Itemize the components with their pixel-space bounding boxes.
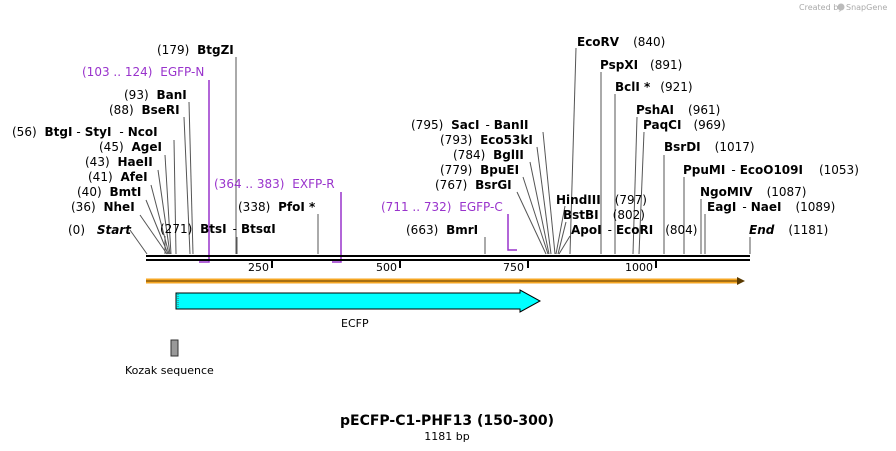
site-eco53ki[interactable]: (793) Eco53kI <box>440 133 533 147</box>
site-bglii[interactable]: (784) BglII <box>453 148 524 162</box>
site-eagi-naei[interactable]: EagI - NaeI (1089) <box>707 200 835 214</box>
site-bmri[interactable]: (663) BmrI <box>406 223 478 237</box>
primer-egfp-n-label[interactable]: (103 .. 124) EGFP-N <box>82 65 204 79</box>
site-afei[interactable]: (41) AfeI <box>88 170 148 184</box>
tick-label: 1000 <box>625 261 653 274</box>
tick-label: 750 <box>503 261 524 274</box>
kozak-feature-box[interactable] <box>170 339 179 357</box>
site-paqci[interactable]: PaqCI (969) <box>643 118 726 132</box>
site-agei[interactable]: (45) AgeI <box>99 140 162 154</box>
scale-ticks <box>271 260 657 268</box>
site-ppumi-ecoo109i[interactable]: PpuMI - EcoO109I (1053) <box>683 163 859 177</box>
site-bseri[interactable]: (88) BseRI <box>109 103 180 117</box>
site-haeii[interactable]: (43) HaeII <box>85 155 153 169</box>
map-title: pECFP-C1-PHF13 (150-300) <box>340 413 554 429</box>
site-saci-banii[interactable]: (795) SacI - BanII <box>411 118 529 132</box>
primer-markers <box>199 80 517 263</box>
sequence-strand-arrow <box>146 277 745 285</box>
site-btgzi[interactable]: (179) BtgZI <box>157 43 234 57</box>
site-bmti[interactable]: (40) BmtI <box>77 185 141 199</box>
site-btgi-styi-ncoi[interactable]: (56) BtgI - StyI - NcoI <box>12 125 158 139</box>
site-ecorv[interactable]: EcoRV (840) <box>577 35 665 49</box>
site-bcli[interactable]: BclI * (921) <box>615 80 693 94</box>
credit-brand: SnapGene <box>846 3 887 12</box>
tick-label: 500 <box>376 261 397 274</box>
site-ngomiv[interactable]: NgoMIV (1087) <box>700 185 806 199</box>
primer-exfp-r-label[interactable]: (364 .. 383) EXFP-R <box>214 177 335 191</box>
end-label: End (1181) <box>749 223 828 237</box>
site-connector-lines <box>129 47 751 255</box>
site-pshai[interactable]: PshAI (961) <box>636 103 720 117</box>
ecfp-feature-arrow[interactable] <box>175 289 542 313</box>
site-hindiii[interactable]: HindIII (797) <box>556 193 647 207</box>
site-pspxi[interactable]: PspXI (891) <box>600 58 682 72</box>
site-btsi-btsai[interactable]: (271) BtsI - BtsαI <box>160 222 276 236</box>
site-apoi-ecori[interactable]: ApoI - EcoRI (804) <box>571 223 697 237</box>
site-bani[interactable]: (93) BanI <box>124 88 187 102</box>
primer-egfp-c-label[interactable]: (711 .. 732) EGFP-C <box>381 200 503 214</box>
site-bpuei[interactable]: (779) BpuEI <box>440 163 519 177</box>
map-length: 1181 bp <box>424 430 469 443</box>
site-pfoi[interactable]: (338) PfoI * <box>238 200 316 214</box>
site-bstbi[interactable]: BstBI (802) <box>563 208 645 222</box>
kozak-feature-label: Kozak sequence <box>125 364 214 377</box>
credit-text: Created by <box>799 3 843 12</box>
site-bsrdi[interactable]: BsrDI (1017) <box>664 140 755 154</box>
ecfp-feature-label: ECFP <box>341 317 369 330</box>
tick-label: 250 <box>248 261 269 274</box>
backbone <box>146 255 750 261</box>
snapgene-logo-icon <box>837 3 845 11</box>
start-label: (0) Start <box>68 223 132 237</box>
primer-egfp-c-marker <box>507 214 517 251</box>
site-bsrgi[interactable]: (767) BsrGI <box>435 178 512 192</box>
site-nhei[interactable]: (36) NheI <box>71 200 135 214</box>
primer-egfp-n-marker <box>199 80 210 263</box>
primer-exfp-r-marker <box>332 192 342 263</box>
